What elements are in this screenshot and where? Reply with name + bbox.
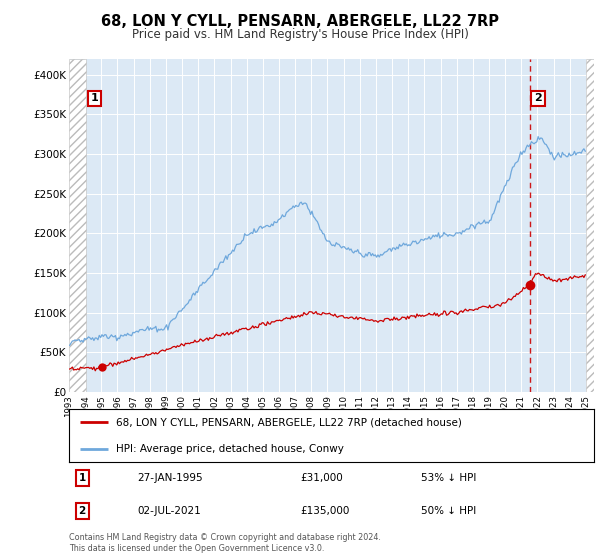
Text: 1: 1 (91, 94, 99, 104)
Text: 2: 2 (534, 94, 542, 104)
Text: 2: 2 (79, 506, 86, 516)
Bar (69, 59, 86, 392)
Text: 53% ↓ HPI: 53% ↓ HPI (421, 473, 476, 483)
Text: 68, LON Y CYLL, PENSARN, ABERGELE, LL22 7RP (detached house): 68, LON Y CYLL, PENSARN, ABERGELE, LL22 … (116, 417, 462, 427)
Text: £135,000: £135,000 (300, 506, 349, 516)
Text: HPI: Average price, detached house, Conwy: HPI: Average price, detached house, Conw… (116, 444, 344, 454)
Text: 02-JUL-2021: 02-JUL-2021 (137, 506, 201, 516)
Text: 68, LON Y CYLL, PENSARN, ABERGELE, LL22 7RP: 68, LON Y CYLL, PENSARN, ABERGELE, LL22 … (101, 14, 499, 29)
Text: 27-JAN-1995: 27-JAN-1995 (137, 473, 203, 483)
Text: 1: 1 (79, 473, 86, 483)
Text: Price paid vs. HM Land Registry's House Price Index (HPI): Price paid vs. HM Land Registry's House … (131, 28, 469, 41)
Text: Contains HM Land Registry data © Crown copyright and database right 2024.
This d: Contains HM Land Registry data © Crown c… (69, 533, 381, 553)
Text: 50% ↓ HPI: 50% ↓ HPI (421, 506, 476, 516)
Text: £31,000: £31,000 (300, 473, 343, 483)
Bar (586, 59, 594, 392)
